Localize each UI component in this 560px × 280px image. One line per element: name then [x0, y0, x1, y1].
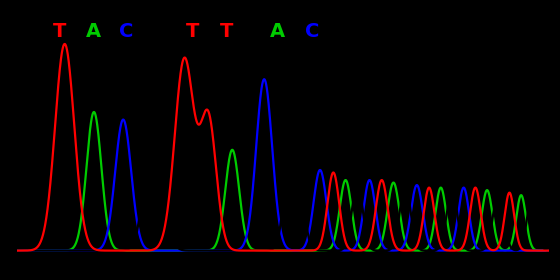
Text: T: T [220, 22, 234, 41]
Text: G: G [150, 22, 166, 41]
Text: A: A [86, 22, 101, 41]
Text: C: C [305, 22, 319, 41]
Text: C: C [119, 22, 133, 41]
Text: T: T [53, 22, 66, 41]
Text: A: A [270, 22, 285, 41]
Text: G: G [336, 22, 352, 41]
Text: T: T [186, 22, 199, 41]
